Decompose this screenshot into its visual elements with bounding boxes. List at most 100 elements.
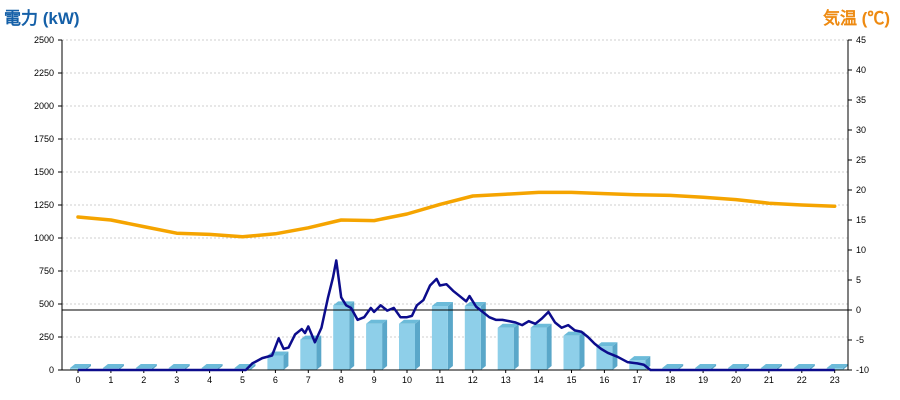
bar	[333, 305, 350, 370]
x-tick-label: 9	[372, 375, 377, 385]
right-tick-label: 30	[856, 125, 866, 135]
left-tick-label: 1000	[34, 233, 54, 243]
bar-top	[399, 319, 420, 324]
bar-top	[760, 364, 782, 369]
x-tick-label: 12	[468, 375, 478, 385]
x-tick-label: 2	[141, 375, 146, 385]
bar-side	[744, 364, 749, 370]
left-tick-label: 1250	[34, 200, 54, 210]
x-tick-label: 21	[764, 375, 774, 385]
bar	[530, 327, 547, 370]
bar-side	[579, 331, 585, 370]
bar-side	[546, 323, 552, 370]
left-tick-label: 2250	[34, 68, 54, 78]
bar	[300, 339, 317, 370]
bar	[464, 305, 481, 370]
left-axis-title: 電力 (kW)	[4, 9, 80, 28]
right-tick-label: 5	[856, 275, 861, 285]
power-line	[78, 259, 835, 372]
x-tick-label: 14	[534, 375, 544, 385]
x-tick-label: 19	[698, 375, 708, 385]
x-tick-label: 20	[731, 375, 741, 385]
x-tick-label: 8	[339, 375, 344, 385]
bar-side	[415, 319, 420, 370]
bar-top	[168, 364, 190, 369]
right-tick-label: 40	[856, 65, 866, 75]
x-tick-label: 15	[566, 375, 576, 385]
right-tick-label: 45	[856, 35, 866, 45]
bar-top	[366, 319, 388, 324]
bar-top	[135, 364, 157, 369]
x-tick-label: 10	[402, 375, 412, 385]
right-tick-label: 35	[856, 95, 866, 105]
bar	[431, 305, 448, 370]
bar-top	[793, 364, 815, 369]
bar-top	[695, 364, 717, 369]
x-tick-label: 22	[797, 375, 807, 385]
bar-top	[728, 364, 749, 369]
bar-top	[629, 356, 651, 361]
x-tick-label: 5	[240, 375, 245, 385]
bar-top	[662, 364, 684, 369]
left-tick-label: 500	[39, 299, 54, 309]
bar-top	[563, 331, 585, 336]
bar-top	[431, 301, 453, 306]
bar-side	[151, 364, 157, 370]
x-tick-label: 23	[830, 375, 840, 385]
x-tick-label: 11	[435, 375, 444, 385]
right-tick-label: 20	[856, 185, 866, 195]
bar-side	[776, 364, 782, 370]
bar-side	[480, 301, 486, 370]
bar	[497, 327, 514, 370]
bar-side	[711, 364, 717, 370]
bar	[563, 335, 580, 370]
bar-top	[102, 364, 124, 369]
bar	[629, 360, 646, 370]
x-tick-label: 7	[306, 375, 311, 385]
bar-side	[184, 364, 190, 370]
bar-top	[70, 364, 91, 369]
bar-top	[201, 364, 223, 369]
right-tick-label: 10	[856, 245, 866, 255]
bar-side	[86, 364, 91, 370]
right-tick-label: 25	[856, 155, 866, 165]
x-tick-label: 0	[75, 375, 80, 385]
x-tick-label: 4	[207, 375, 212, 385]
left-tick-label: 2500	[34, 35, 54, 45]
bar-side	[283, 351, 289, 370]
left-tick-label: 750	[39, 266, 54, 276]
bar-side	[513, 323, 519, 370]
left-tick-label: 1750	[34, 134, 54, 144]
bar-side	[842, 364, 848, 370]
right-tick-label: 0	[856, 305, 861, 315]
bar-top	[596, 342, 618, 347]
x-tick-label: 18	[665, 375, 675, 385]
bar	[267, 355, 284, 370]
x-tick-label: 17	[632, 375, 642, 385]
right-tick-label: 15	[856, 215, 866, 225]
temperature-line	[76, 190, 837, 239]
bar-top	[497, 323, 519, 328]
bar-side	[250, 364, 256, 370]
x-tick-label: 1	[108, 375, 113, 385]
bar-side	[349, 301, 355, 370]
left-tick-label: 250	[39, 332, 54, 342]
right-tick-label: -5	[856, 335, 864, 345]
bar-side	[118, 364, 124, 370]
left-tick-label: 0	[49, 365, 54, 375]
bar-top	[826, 364, 848, 369]
x-tick-label: 16	[599, 375, 609, 385]
bar-side	[809, 364, 815, 370]
bar-side	[678, 364, 684, 370]
bar-side	[316, 335, 322, 370]
left-tick-label: 1500	[34, 167, 54, 177]
bar	[366, 323, 383, 370]
bar-side	[382, 319, 388, 370]
right-tick-label: -10	[856, 365, 869, 375]
x-tick-label: 13	[501, 375, 511, 385]
x-tick-label: 3	[174, 375, 179, 385]
left-tick-label: 2000	[34, 101, 54, 111]
bar-side	[447, 301, 453, 370]
bar-side	[217, 364, 223, 370]
